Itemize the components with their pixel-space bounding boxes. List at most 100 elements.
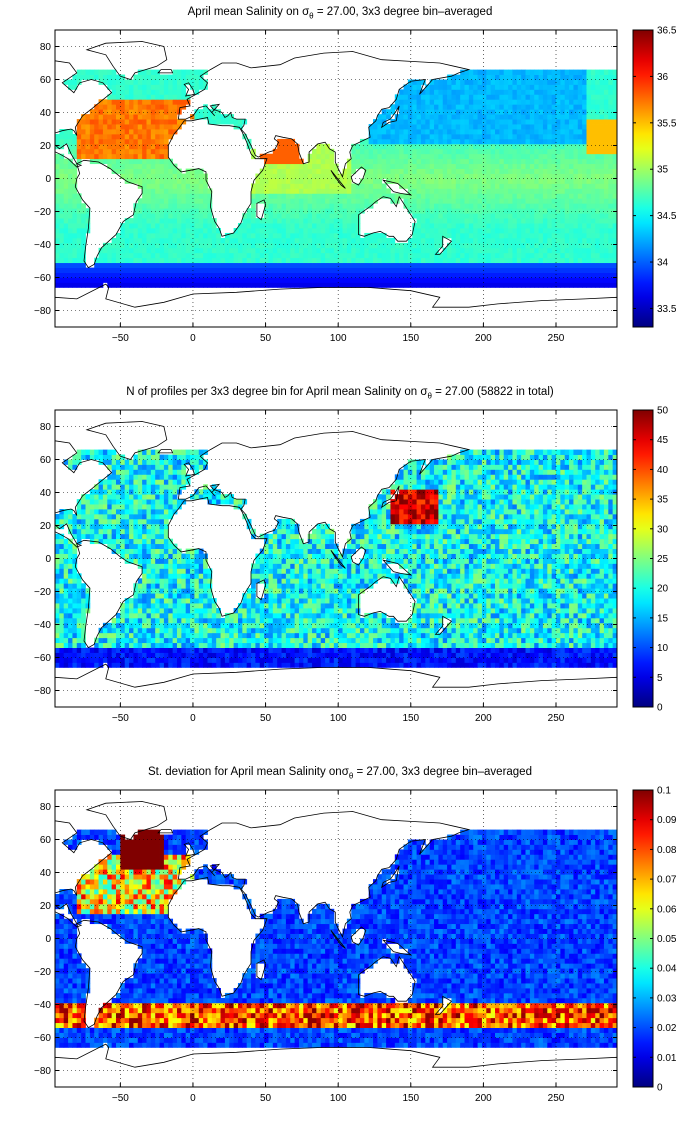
grid-cell (521, 257, 526, 264)
grid-cell (133, 252, 139, 259)
grid-cell (394, 158, 400, 165)
grid-cell (159, 247, 165, 254)
grid-cell (268, 178, 274, 184)
grid-cell (599, 148, 605, 155)
grid-cell (76, 277, 82, 283)
grid-cell (399, 124, 404, 130)
grid-cell (63, 657, 69, 663)
grid-cell (102, 104, 108, 110)
grid-cell (438, 198, 444, 204)
grid-cell (237, 228, 243, 234)
grid-cell (438, 94, 444, 100)
grid-cell (176, 69, 182, 75)
grid-cell (94, 277, 99, 283)
grid-cell (346, 277, 352, 283)
grid-cell (364, 198, 370, 204)
grid-cell (569, 232, 574, 239)
grid-cell (516, 208, 522, 214)
grid-cell (538, 252, 544, 259)
grid-cell (272, 183, 278, 189)
grid-cell (102, 252, 108, 259)
grid-cell (595, 277, 600, 283)
grid-cell (429, 153, 435, 160)
grid-cell (569, 203, 574, 209)
grid-cell (320, 218, 326, 224)
panel-title: April mean Salinity on σθ = 27.00, 3x3 d… (187, 6, 493, 21)
grid-cell (72, 153, 78, 160)
grid-cell (68, 272, 73, 278)
grid-cell (438, 178, 444, 184)
grid-cell (281, 143, 287, 150)
grid-cell (407, 79, 413, 85)
grid-cell (412, 193, 417, 199)
grid-cell (159, 267, 165, 273)
grid-cell (556, 163, 561, 169)
grid-cell (468, 252, 474, 259)
grid-cell (438, 232, 444, 239)
grid-cell (481, 99, 487, 105)
grid-cell (120, 99, 126, 105)
grid-cell (320, 163, 326, 169)
grid-cell (255, 267, 261, 273)
grid-cell (316, 193, 322, 199)
grid-cell (425, 94, 431, 100)
grid-cell (281, 188, 287, 194)
grid-cell (586, 94, 592, 100)
grid-cell (68, 223, 73, 229)
grid-cell (277, 183, 282, 189)
grid-cell (320, 247, 326, 254)
grid-cell (412, 262, 417, 268)
grid-cell (181, 188, 187, 194)
grid-cell (603, 193, 609, 199)
grid-cell (551, 183, 557, 189)
grid-cell (460, 69, 465, 75)
grid-cell (102, 158, 108, 165)
grid-cell (486, 267, 492, 273)
grid-cell (399, 89, 404, 95)
grid-cell (407, 84, 413, 90)
grid-cell (595, 257, 600, 264)
grid-cell (190, 262, 195, 268)
grid-cell (599, 223, 605, 229)
grid-cell (72, 657, 78, 663)
grid-cell (281, 228, 287, 234)
grid-cell (564, 138, 570, 145)
grid-cell (595, 69, 600, 75)
grid-cell (72, 148, 78, 155)
grid-cell (346, 647, 352, 653)
grid-cell (521, 657, 526, 663)
grid-cell (329, 198, 335, 204)
grid-cell (185, 662, 191, 668)
grid-cell (490, 158, 496, 165)
grid-cell (486, 89, 492, 95)
grid-cell (129, 267, 134, 273)
grid-cell (416, 657, 422, 663)
grid-cell (316, 652, 322, 658)
grid-cell (176, 257, 182, 264)
grid-cell (477, 272, 483, 278)
grid-cell (599, 198, 605, 204)
grid-cell (181, 267, 187, 273)
grid-cell (468, 74, 474, 80)
grid-cell (590, 272, 596, 278)
grid-cell (394, 124, 400, 130)
grid-cell (429, 193, 435, 199)
grid-cell (364, 143, 370, 150)
grid-cell (233, 657, 239, 663)
grid-cell (373, 282, 378, 288)
grid-cell (176, 228, 182, 234)
grid-cell (416, 99, 422, 105)
grid-cell (420, 124, 426, 130)
grid-cell (281, 272, 287, 278)
grid-cell (316, 257, 322, 264)
grid-cell (159, 277, 165, 283)
grid-cell (207, 272, 213, 278)
grid-cell (342, 272, 348, 278)
grid-cell (246, 232, 252, 239)
grid-cell (124, 94, 130, 100)
grid-cell (198, 237, 204, 244)
grid-cell (129, 133, 134, 140)
grid-cell (603, 267, 609, 273)
grid-cell (281, 647, 287, 653)
grid-cell (542, 657, 548, 663)
